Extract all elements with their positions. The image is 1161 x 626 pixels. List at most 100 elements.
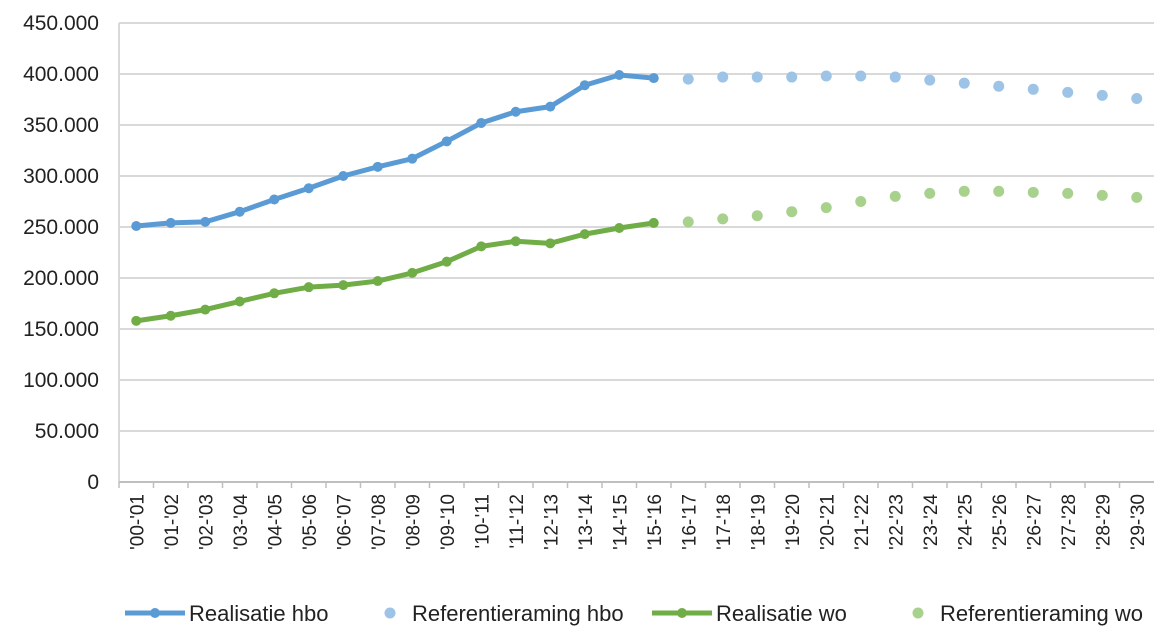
data-point — [338, 280, 349, 291]
data-point — [614, 70, 625, 81]
x-tick-label: '00-'01 — [127, 494, 148, 550]
data-point — [545, 238, 556, 249]
x-tick-label: '06-'07 — [334, 494, 355, 550]
x-tick-label: '17-'18 — [714, 494, 735, 550]
legend-dot-swatch — [384, 607, 396, 619]
y-tick-label: 300.000 — [23, 165, 99, 188]
series-referentieraming-hbo — [682, 70, 1143, 104]
data-point — [269, 194, 280, 205]
data-point — [614, 223, 625, 234]
x-tick-label: '18-'19 — [748, 494, 769, 550]
x-tick-label: '04-'05 — [265, 494, 286, 550]
data-point — [820, 202, 832, 214]
data-point — [682, 216, 694, 228]
x-tick-label: '24-'25 — [955, 494, 976, 550]
data-point — [958, 77, 970, 89]
data-point — [1096, 89, 1108, 101]
x-tick-label: '21-'22 — [852, 494, 873, 550]
data-point — [234, 296, 245, 307]
data-point — [1027, 83, 1039, 95]
data-point — [855, 70, 867, 82]
x-tick-label: '11-'12 — [507, 494, 528, 548]
data-point — [441, 136, 452, 147]
legend-label: Referentieraming hbo — [412, 601, 624, 626]
legend-item: Referentieraming wo — [912, 601, 1143, 626]
x-tick-label: '22-'23 — [886, 494, 907, 550]
legend-label: Realisatie hbo — [189, 601, 328, 626]
x-tick-label: '09-'10 — [438, 494, 459, 550]
y-tick-label: 100.000 — [23, 369, 99, 392]
legend-marker-swatch — [677, 608, 687, 618]
data-point — [269, 288, 280, 299]
x-tick-label: '08-'09 — [403, 494, 424, 550]
y-tick-label: 150.000 — [23, 318, 99, 341]
legend-dot-swatch — [912, 607, 924, 619]
data-point — [476, 241, 487, 252]
data-point — [476, 117, 487, 128]
x-tick-label: '16-'17 — [679, 494, 700, 550]
legend-marker-swatch — [150, 608, 160, 618]
data-point — [820, 70, 832, 82]
series-realisatie-hbo — [131, 70, 659, 231]
legend-item: Realisatie wo — [652, 601, 847, 626]
data-point — [441, 256, 452, 267]
x-tick-label: '28-'29 — [1093, 494, 1114, 550]
data-point — [1027, 186, 1039, 198]
x-tick-label: '01-'02 — [162, 494, 183, 550]
data-point — [958, 185, 970, 197]
x-tick-label: '14-'15 — [610, 494, 631, 550]
x-tick-label: '13-'14 — [576, 494, 597, 550]
y-tick-label: 200.000 — [23, 267, 99, 290]
data-point — [1131, 191, 1143, 203]
y-tick-label: 450.000 — [23, 12, 99, 35]
series-referentieraming-wo — [682, 185, 1143, 228]
x-tick-label: '23-'24 — [921, 494, 942, 550]
data-point — [717, 213, 729, 225]
data-point — [200, 304, 211, 315]
x-tick-label: '03-'04 — [231, 494, 252, 550]
x-tick-label: '15-'16 — [645, 494, 666, 550]
series-line — [133, 72, 657, 229]
data-point — [889, 190, 901, 202]
x-tick-label: '19-'20 — [783, 494, 804, 550]
legend: Realisatie hbo Referentieraming hbo Realis… — [125, 601, 1143, 626]
data-point — [510, 236, 521, 247]
data-point — [407, 153, 418, 164]
data-point — [579, 80, 590, 91]
data-point — [165, 217, 176, 228]
data-point — [1062, 187, 1074, 199]
x-tick-label: '25-'26 — [990, 494, 1011, 550]
y-tick-label: 400.000 — [23, 63, 99, 86]
data-point — [993, 185, 1005, 197]
data-point — [993, 80, 1005, 92]
y-axis-ticks: 0 50.000 100.000 150.000 200.000 250.000 300.0… — [23, 12, 99, 494]
data-point — [510, 106, 521, 117]
data-point — [924, 187, 936, 199]
data-point — [303, 183, 314, 194]
series-line — [133, 220, 657, 324]
data-point — [303, 282, 314, 293]
x-tick-label: '27-'28 — [1059, 494, 1080, 550]
data-point — [200, 216, 211, 227]
data-point — [1062, 86, 1074, 98]
data-point — [407, 267, 418, 278]
data-point — [648, 73, 659, 84]
data-point — [1096, 189, 1108, 201]
x-tick-label: '20-'21 — [817, 494, 838, 550]
data-point — [889, 71, 901, 83]
x-tick-label: '26-'27 — [1024, 494, 1045, 550]
data-point — [131, 220, 142, 231]
data-point — [338, 171, 349, 181]
series-layer — [131, 70, 1143, 326]
x-tick-label: '12-'13 — [541, 494, 562, 550]
y-tick-label: 250.000 — [23, 216, 99, 239]
x-axis-ticks: '00-'01 '01-'02 '02-'03 '03-'04 '04-'05 '05-'… — [118, 482, 1149, 550]
data-point — [682, 73, 694, 85]
data-point — [372, 276, 383, 287]
data-point — [545, 101, 556, 112]
data-point — [717, 71, 729, 83]
data-point — [372, 161, 383, 172]
y-tick-label: 0 — [87, 471, 99, 494]
y-tick-label: 50.000 — [35, 420, 99, 443]
